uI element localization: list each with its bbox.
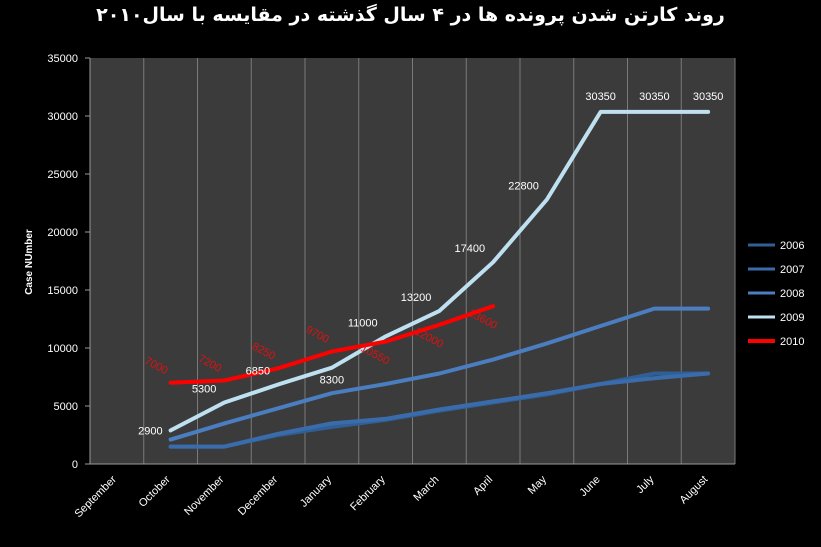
x-tick-label: August	[678, 474, 711, 507]
y-tick-label: 10000	[47, 343, 78, 355]
data-label: 2900	[138, 425, 162, 437]
legend: 2006 2007 2008 2009 2010	[748, 240, 804, 348]
x-tick-label: April	[471, 474, 495, 498]
legend-label-2006: 2006	[780, 240, 804, 252]
data-label: 22800	[508, 181, 539, 193]
legend-label-2010: 2010	[780, 336, 804, 348]
x-tick-label: May	[526, 473, 550, 497]
data-label: 17400	[455, 243, 486, 255]
x-tick-label: June	[577, 474, 602, 499]
data-label: 8300	[320, 375, 344, 387]
x-tick-label: January	[298, 473, 335, 510]
x-tick-label: November	[182, 473, 227, 518]
data-label: 30350	[693, 91, 724, 103]
y-tick-label: 30000	[47, 111, 78, 123]
x-tick-label: September	[72, 473, 119, 520]
x-tick-label: October	[137, 473, 173, 509]
legend-label-2008: 2008	[780, 288, 804, 300]
series-line-2009	[168, 109, 711, 433]
series-line-2008	[168, 306, 711, 442]
data-label: 13200	[401, 292, 432, 304]
y-axis-label: Case NUmber	[24, 229, 35, 295]
y-tick-label: 15000	[47, 285, 78, 297]
x-tick-label: March	[411, 474, 441, 504]
y-tick-label: 5000	[54, 401, 78, 413]
series-line-2007	[168, 371, 711, 449]
data-label: 30350	[585, 91, 616, 103]
x-tick-label: July	[634, 473, 657, 496]
legend-label-2007: 2007	[780, 264, 804, 276]
x-tick-label: December	[236, 473, 281, 518]
series-line-2010	[168, 304, 496, 385]
chart-title: روند کارتن شدن پرونده ها در ۴ سال گذشته …	[96, 4, 725, 26]
y-tick-label: 20000	[47, 227, 78, 239]
x-tick-label: February	[348, 473, 388, 513]
data-label: 30350	[639, 91, 670, 103]
data-label: 6850	[246, 366, 270, 378]
data-label: 11000	[348, 317, 378, 329]
legend-label-2009: 2009	[780, 312, 804, 324]
data-label: 5300	[192, 384, 216, 396]
y-tick-label: 25000	[47, 169, 78, 181]
y-tick-label: 35000	[47, 53, 78, 65]
y-tick-label: 0	[72, 459, 78, 471]
